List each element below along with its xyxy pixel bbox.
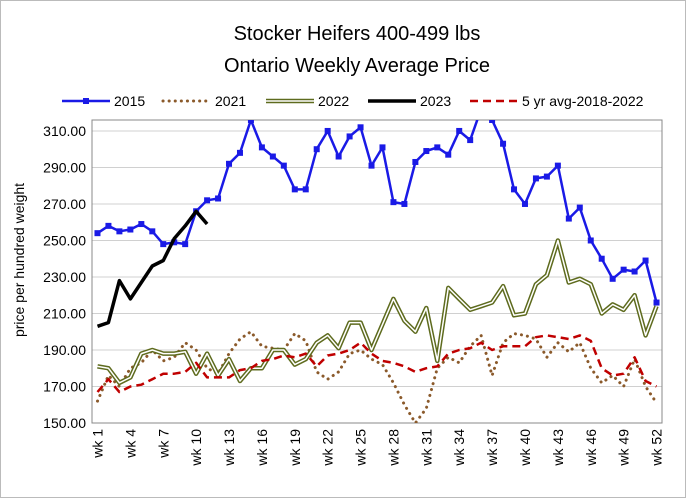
- x-tick-label: wk 16: [254, 429, 270, 467]
- point-marker: [368, 162, 375, 169]
- series-line: [96, 334, 658, 394]
- plot-frame: [91, 119, 663, 424]
- point-marker: [236, 149, 243, 156]
- point-marker: [149, 228, 156, 235]
- point-marker: [127, 226, 134, 233]
- x-tick-label: wk 1: [89, 429, 105, 459]
- point-marker: [346, 133, 353, 140]
- point-marker: [532, 175, 539, 182]
- x-tick-label: wk 10: [188, 429, 204, 467]
- point-marker: [500, 140, 507, 147]
- point-marker: [543, 173, 550, 180]
- point-marker: [105, 222, 112, 229]
- x-tick-label: wk 7: [155, 429, 171, 459]
- x-tick-label: wk 37: [484, 429, 500, 467]
- point-marker: [412, 158, 419, 165]
- point-marker: [576, 204, 583, 211]
- chart-subtitle: Ontario Weekly Average Price: [224, 55, 490, 77]
- legend-label: 5 yr avg-2018-2022: [522, 93, 644, 109]
- x-tick-label: wk 31: [418, 429, 434, 467]
- y-axis-label: price per hundred weight: [11, 183, 27, 337]
- x-tick-label: wk 43: [550, 429, 566, 467]
- point-marker: [598, 255, 605, 262]
- x-tick-label: wk 25: [353, 429, 369, 467]
- legend-label: 2015: [114, 93, 145, 109]
- series-line-inner: [97, 239, 658, 384]
- x-tick-label: wk 40: [517, 429, 533, 467]
- point-marker: [138, 221, 145, 228]
- point-marker: [434, 144, 441, 151]
- point-marker: [226, 160, 233, 167]
- y-tick-label: 150.00: [43, 415, 86, 431]
- point-marker: [302, 186, 309, 193]
- legend-marker: [83, 98, 89, 104]
- y-tick-label: 230.00: [43, 269, 86, 285]
- x-tick-label: wk 46: [583, 429, 599, 467]
- point-marker: [423, 148, 430, 155]
- point-marker: [247, 120, 254, 123]
- x-tick-label: wk 28: [385, 429, 401, 467]
- point-marker: [511, 186, 518, 193]
- series-line: [96, 120, 658, 303]
- y-tick-label: 170.00: [43, 378, 86, 394]
- point-marker: [587, 237, 594, 244]
- y-tick-label: 270.00: [43, 196, 86, 212]
- plot-area: [94, 120, 660, 423]
- legend-label: 2022: [318, 93, 349, 109]
- point-marker: [280, 162, 287, 169]
- point-marker: [357, 124, 364, 131]
- x-tick-label: wk 22: [320, 429, 336, 467]
- point-marker: [291, 186, 298, 193]
- legend-label: 2023: [420, 93, 451, 109]
- series-line: [96, 330, 658, 423]
- point-marker: [324, 127, 331, 134]
- point-marker: [269, 153, 276, 160]
- point-marker: [313, 146, 320, 153]
- x-tick-label: wk 13: [221, 429, 237, 467]
- y-tick-label: 250.00: [43, 232, 86, 248]
- point-marker: [390, 199, 397, 206]
- point-marker: [456, 127, 463, 134]
- point-marker: [521, 200, 528, 207]
- point-marker: [379, 144, 386, 151]
- x-tick-label: wk 4: [122, 429, 138, 459]
- point-marker: [215, 195, 222, 202]
- x-tick-label: wk 34: [451, 429, 467, 467]
- point-marker: [631, 268, 638, 275]
- series-line: [96, 209, 209, 328]
- point-marker: [565, 215, 572, 222]
- point-marker: [182, 241, 189, 248]
- point-marker: [116, 228, 123, 235]
- point-marker: [160, 241, 167, 248]
- point-marker: [445, 151, 452, 158]
- y-tick-label: 310.00: [43, 123, 86, 139]
- legend-label: 2021: [215, 93, 246, 109]
- point-marker: [489, 120, 496, 123]
- point-marker: [335, 153, 342, 160]
- point-marker: [204, 197, 211, 204]
- y-tick-label: 210.00: [43, 305, 86, 321]
- point-marker: [554, 162, 561, 169]
- point-marker: [642, 257, 649, 264]
- point-marker: [401, 200, 408, 207]
- y-tick-label: 290.00: [43, 159, 86, 175]
- y-tick-label: 190.00: [43, 342, 86, 358]
- point-marker: [620, 266, 627, 273]
- x-tick-label: wk 19: [287, 429, 303, 467]
- point-marker: [94, 230, 101, 237]
- point-marker: [258, 144, 265, 151]
- point-marker: [609, 275, 616, 282]
- point-marker: [653, 299, 660, 306]
- x-tick-label: wk 49: [616, 429, 632, 467]
- chart-title: Stocker Heifers 400-499 lbs: [234, 23, 481, 45]
- point-marker: [467, 137, 474, 144]
- x-tick-label: wk 52: [649, 429, 665, 467]
